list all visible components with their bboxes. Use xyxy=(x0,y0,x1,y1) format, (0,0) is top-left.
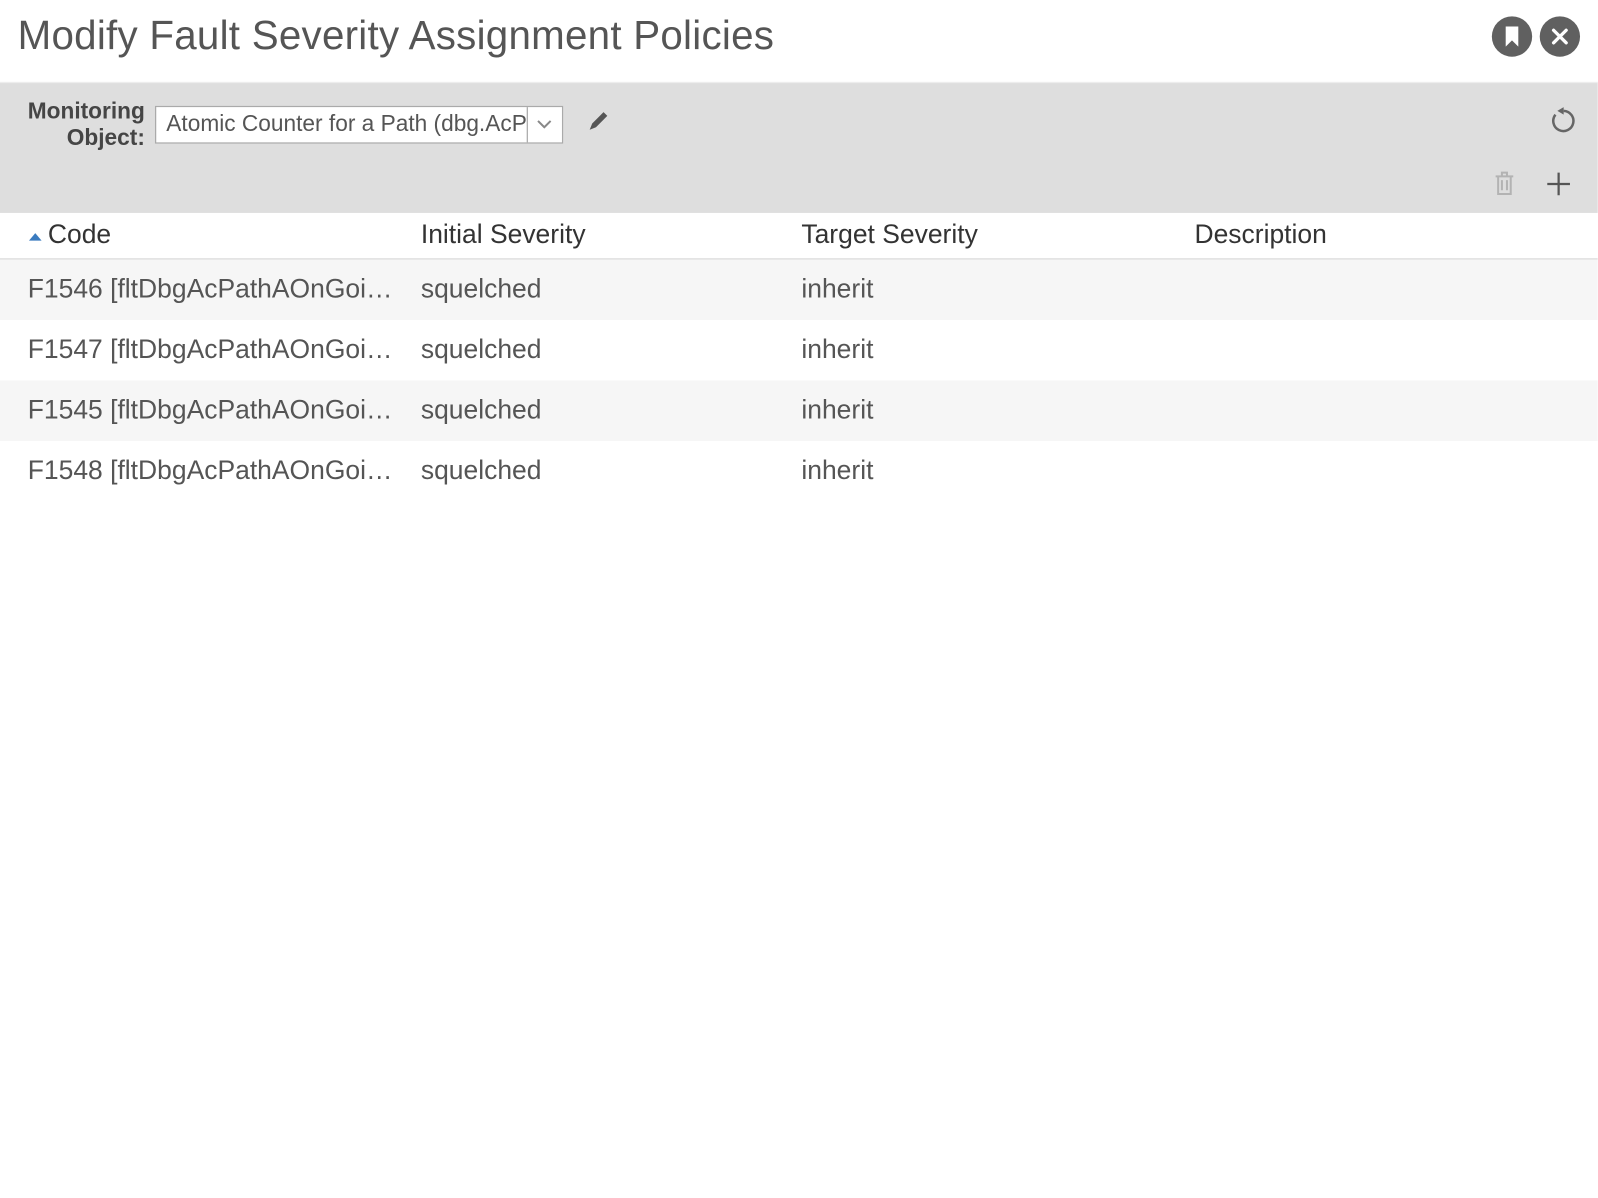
dialog-header: Modify Fault Severity Assignment Policie… xyxy=(0,0,1598,82)
monitoring-object-group: Monitoring Object: Atomic Counter for a … xyxy=(28,98,611,150)
cell-initial: squelched xyxy=(401,457,799,487)
chevron-down-icon xyxy=(527,107,562,142)
sort-asc-icon xyxy=(28,221,43,251)
add-button[interactable] xyxy=(1545,171,1573,199)
cell-initial: squelched xyxy=(401,275,799,305)
policies-table: Code Initial Severity Target Severity De… xyxy=(0,213,1598,502)
cell-initial: squelched xyxy=(401,396,799,426)
header-actions xyxy=(1492,16,1580,56)
delete-button[interactable] xyxy=(1492,171,1517,199)
column-description[interactable]: Description xyxy=(1192,221,1598,251)
cell-code: F1548 [fltDbgAcPathAOnGoing... xyxy=(0,457,401,487)
cell-code: F1547 [fltDbgAcPathAOnGoing... xyxy=(0,336,401,366)
column-initial-severity[interactable]: Initial Severity xyxy=(401,221,799,251)
plus-icon xyxy=(1545,171,1573,199)
edit-button[interactable] xyxy=(586,109,611,141)
refresh-icon xyxy=(1550,107,1578,135)
table-header: Code Initial Severity Target Severity De… xyxy=(0,213,1598,260)
cell-initial: squelched xyxy=(401,336,799,366)
trash-icon xyxy=(1492,171,1517,199)
cell-code: F1546 [fltDbgAcPathAOnGoing... xyxy=(0,275,401,305)
cell-target: inherit xyxy=(799,336,1192,366)
cell-target: inherit xyxy=(799,457,1192,487)
table-row[interactable]: F1545 [fltDbgAcPathAOnGoing...squelchedi… xyxy=(0,381,1598,441)
bookmark-button[interactable] xyxy=(1492,16,1532,56)
monitoring-object-label: Monitoring Object: xyxy=(28,98,145,150)
bookmark-icon xyxy=(1503,25,1521,48)
table-row[interactable]: F1547 [fltDbgAcPathAOnGoing...squelchedi… xyxy=(0,321,1598,381)
column-target-severity[interactable]: Target Severity xyxy=(799,221,1192,251)
cell-target: inherit xyxy=(799,396,1192,426)
monitoring-object-select[interactable]: Atomic Counter for a Path (dbg.AcPa xyxy=(155,105,563,143)
refresh-button[interactable] xyxy=(1550,107,1578,141)
pencil-icon xyxy=(586,109,611,134)
table-row[interactable]: F1548 [fltDbgAcPathAOnGoing...squelchedi… xyxy=(0,441,1598,501)
monitoring-object-selected: Atomic Counter for a Path (dbg.AcPa xyxy=(156,111,526,137)
table-body: F1546 [fltDbgAcPathAOnGoing...squelchedi… xyxy=(0,260,1598,502)
page-title: Modify Fault Severity Assignment Policie… xyxy=(18,13,775,60)
close-button[interactable] xyxy=(1540,16,1580,56)
table-row[interactable]: F1546 [fltDbgAcPathAOnGoing...squelchedi… xyxy=(0,260,1598,320)
cell-code: F1545 [fltDbgAcPathAOnGoing... xyxy=(0,396,401,426)
cell-target: inherit xyxy=(799,275,1192,305)
close-icon xyxy=(1550,26,1570,46)
toolbar: Monitoring Object: Atomic Counter for a … xyxy=(0,82,1598,214)
column-code[interactable]: Code xyxy=(0,221,401,251)
